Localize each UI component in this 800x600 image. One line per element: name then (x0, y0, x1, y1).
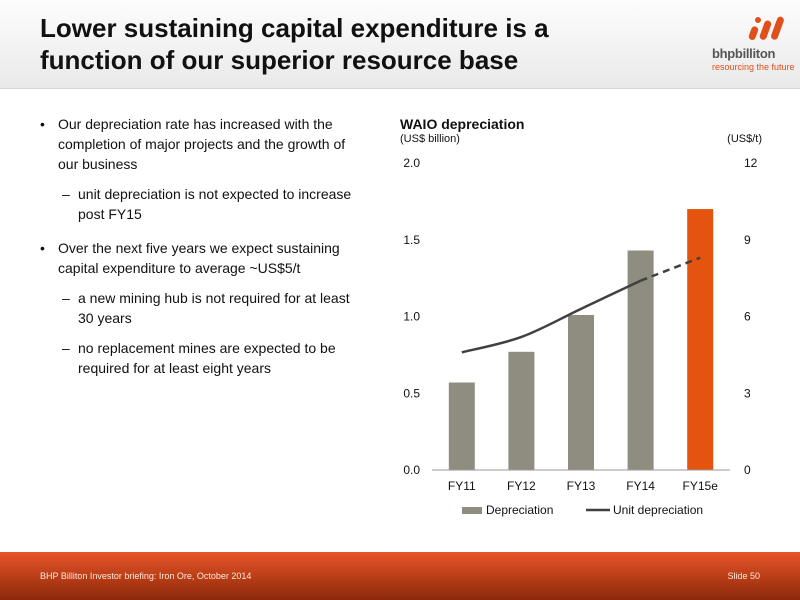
logo-tagline: resourcing the future (712, 62, 795, 72)
unit-depreciation-line-forecast (640, 256, 701, 282)
x-tick-label: FY13 (567, 479, 596, 493)
x-tick-label: FY12 (507, 479, 536, 493)
sub-bullet-item: no replacement mines are expected to be … (36, 338, 356, 378)
chart-title: WAIO depreciation (400, 116, 525, 132)
unit-depreciation-line (461, 279, 642, 354)
company-logo: bhpbilliton resourcing the future (700, 14, 796, 76)
logo-name: bhpbilliton (712, 46, 776, 61)
y2-tick-label: 3 (744, 386, 751, 400)
slide-number: Slide 50 (727, 571, 760, 581)
bar-fy14 (627, 250, 654, 470)
legend-label-depreciation: Depreciation (486, 503, 553, 517)
bar-fy15e (687, 209, 714, 471)
y-tick-label: 0.0 (403, 463, 420, 477)
footer-text: BHP Billiton Investor briefing: Iron Ore… (40, 571, 252, 581)
y-tick-label: 2.0 (403, 156, 420, 170)
y2-axis-label: (US$/t) (727, 133, 762, 145)
bar-fy11 (448, 382, 475, 470)
x-tick-label: FY15e (683, 479, 719, 493)
y-tick-label: 1.5 (403, 233, 420, 247)
x-tick-label: FY11 (448, 479, 476, 493)
sub-bullet-item: unit depreciation is not expected to inc… (36, 184, 356, 224)
bullet-item: Our depreciation rate has increased with… (36, 114, 356, 174)
y-axis-label: (US$ billion) (400, 133, 460, 145)
legend-label-unit-depreciation: Unit depreciation (613, 503, 703, 517)
y2-tick-label: 12 (744, 156, 758, 170)
y-tick-label: 0.5 (403, 386, 420, 400)
legend-swatch-depreciation (462, 507, 482, 514)
depreciation-chart: 0.0 0.5 1.0 1.5 2.0 0 3 6 9 12 FY11 FY12 FY13 FY14 FY1… (403, 156, 758, 517)
bullet-item: Over the next five years we expect susta… (36, 238, 356, 278)
header-bar: Lower sustaining capital expenditure is … (0, 0, 800, 89)
logo-mark-icon (748, 16, 784, 40)
bar-fy13 (568, 314, 594, 470)
y2-tick-label: 0 (744, 463, 751, 477)
y2-tick-label: 6 (744, 310, 751, 324)
y2-tick-label: 9 (744, 233, 751, 247)
y-tick-label: 1.0 (403, 310, 420, 324)
x-tick-label: FY14 (626, 479, 655, 493)
footer-bar: BHP Billiton Investor briefing: Iron Ore… (0, 552, 800, 600)
bullet-list: Our depreciation rate has increased with… (36, 114, 356, 392)
sub-bullet-item: a new mining hub is not required for at … (36, 288, 356, 328)
bar-fy12 (508, 351, 535, 470)
page-title: Lower sustaining capital expenditure is … (40, 13, 549, 75)
